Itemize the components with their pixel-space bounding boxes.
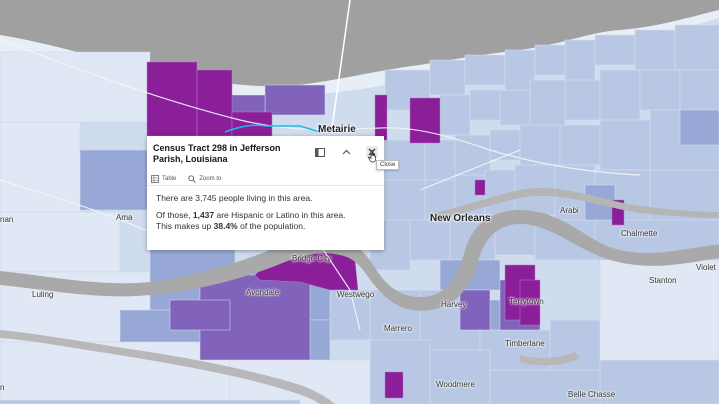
label-violet: Violet bbox=[696, 263, 716, 272]
table-action-label: Table bbox=[162, 176, 177, 182]
hand-cursor-icon bbox=[368, 150, 376, 163]
selected-tract-outline bbox=[224, 124, 321, 133]
popup-line-2: Of those, 1,437 are Hispanic or Latino i… bbox=[156, 210, 346, 220]
zoom-icon bbox=[188, 175, 197, 183]
label-left-edge: nan bbox=[0, 215, 14, 224]
label-woodmere: Woodmere bbox=[436, 380, 475, 389]
label-avondale: Avondale bbox=[246, 288, 280, 297]
label-belle-chasse: Belle Chasse bbox=[568, 390, 616, 399]
label-arabi: Arabi bbox=[560, 206, 579, 215]
label-stanton: Stanton bbox=[649, 276, 677, 285]
collapse-chevron-icon[interactable] bbox=[340, 146, 352, 158]
table-icon bbox=[151, 175, 159, 183]
label-terrytown: Terrytown bbox=[509, 297, 544, 306]
label-luling: Luling bbox=[32, 290, 54, 299]
label-westwego: Westwego bbox=[337, 290, 375, 299]
label-left-edge-2: n bbox=[0, 383, 5, 392]
label-bridge-city: Bridge City bbox=[292, 254, 332, 263]
zoom-to-action[interactable]: Zoom to bbox=[188, 175, 221, 183]
feature-popup: Census Tract 298 in Jefferson Parish, Lo… bbox=[147, 136, 384, 250]
popup-action-bar: Table Zoom to bbox=[147, 173, 384, 186]
label-metairie: Metairie bbox=[318, 124, 356, 135]
popup-line-1: There are 3,745 people living in this ar… bbox=[156, 193, 313, 203]
label-chalmette: Chalmette bbox=[621, 229, 658, 238]
dock-icon[interactable] bbox=[314, 146, 326, 158]
zoom-to-label: Zoom to bbox=[199, 176, 222, 182]
popup-controls bbox=[314, 146, 378, 158]
label-new-orleans: New Orleans bbox=[430, 213, 491, 224]
popup-line-3: This makes up 38.4% of the population. bbox=[156, 221, 306, 231]
popup-content: There are 3,745 people living in this ar… bbox=[156, 193, 378, 238]
label-ama: Ama bbox=[116, 213, 133, 222]
mississippi-river bbox=[0, 210, 719, 311]
label-timberlane: Timberlane bbox=[505, 339, 545, 348]
popup-title: Census Tract 298 in Jefferson Parish, Lo… bbox=[153, 143, 281, 164]
close-tooltip: Close bbox=[376, 160, 400, 170]
label-marrero: Marrero bbox=[384, 324, 413, 333]
hispanic-percent: 38.4% bbox=[213, 221, 238, 231]
table-action[interactable]: Table bbox=[151, 175, 176, 183]
hispanic-count: 1,437 bbox=[192, 210, 215, 220]
label-harvey: Harvey bbox=[441, 300, 467, 309]
